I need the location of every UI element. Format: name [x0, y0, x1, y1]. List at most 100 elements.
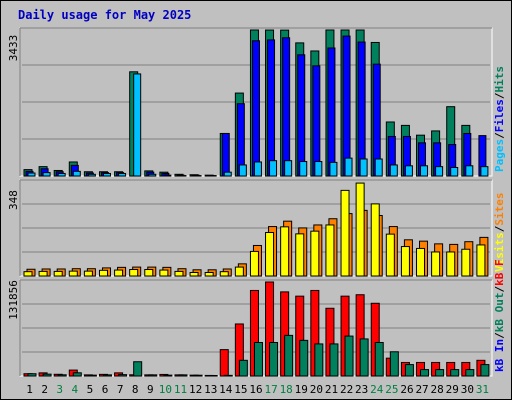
kb-out-bar — [238, 359, 248, 377]
legend: kB In/kB Out/kB F — [493, 259, 506, 372]
visits-bar — [310, 230, 320, 277]
visits-bar — [446, 251, 456, 277]
files-bar — [221, 132, 230, 177]
x-tick-label: 18 — [280, 383, 293, 396]
legend: Pages/Files/Hits — [493, 66, 506, 172]
x-tick-label: 2 — [41, 383, 48, 396]
pages-bar — [57, 172, 66, 177]
kb-out-bar — [404, 364, 414, 377]
visits-bar — [129, 269, 139, 277]
visits-bar — [53, 270, 63, 277]
visits-bar — [280, 226, 290, 277]
kb-out-bar — [480, 364, 490, 377]
kb-out-bar — [148, 374, 158, 377]
kb-out-bar — [193, 374, 203, 377]
visits-bar — [355, 182, 365, 277]
x-tick-label: 1 — [26, 383, 33, 396]
files-bar — [282, 37, 291, 177]
x-tick-label: 12 — [189, 383, 202, 396]
legend-entry: kB F — [493, 259, 506, 286]
legend: Visits/Sites — [493, 193, 506, 273]
kb-out-bar — [253, 341, 263, 377]
files-bar — [312, 65, 321, 177]
pages-bar — [133, 73, 142, 177]
pages-bar — [314, 161, 323, 177]
x-tick-label: 3 — [56, 383, 63, 396]
kb-out-bar — [118, 374, 128, 377]
kb-out-bar — [178, 374, 188, 377]
visits-bar — [476, 244, 486, 277]
x-tick-label: 8 — [132, 383, 139, 396]
pages-bar — [118, 172, 127, 177]
legend-entry: / — [493, 225, 506, 232]
visits-bar — [325, 224, 335, 277]
legend-entry: Files — [493, 99, 506, 132]
visits-bar — [83, 270, 93, 277]
visits-bar — [98, 269, 108, 277]
legend-entry: kB Out — [493, 293, 506, 333]
x-tick-label: 7 — [117, 383, 124, 396]
kb-out-bar — [87, 374, 97, 377]
kb-out-bar — [344, 335, 354, 377]
x-tick-label: 22 — [340, 383, 353, 396]
x-tick-label: 27 — [415, 383, 428, 396]
visits-bar — [144, 269, 154, 277]
pages-bar — [253, 161, 262, 177]
kb-out-bar — [42, 373, 52, 377]
legend-entry: / — [493, 92, 506, 99]
legend-entry: kB In — [493, 339, 506, 372]
legend-entry: / — [493, 132, 506, 139]
visits-bar — [295, 233, 305, 277]
visits-bar — [416, 247, 426, 277]
pages-bar — [404, 165, 413, 177]
pages-bar — [359, 158, 368, 177]
visits-bar — [385, 233, 395, 277]
visits-bar — [461, 248, 471, 277]
kb-out-bar — [299, 339, 309, 377]
chart-title: Daily usage for May 2025 — [18, 8, 192, 22]
visits-bar — [68, 270, 78, 277]
legend-entry: Hits — [493, 66, 506, 93]
pages-bar — [72, 170, 81, 177]
kb-out-bar — [374, 341, 384, 377]
pages-bar — [284, 160, 293, 177]
x-tick-label: 31 — [476, 383, 489, 396]
pages-bar — [238, 164, 247, 177]
x-tick-label: 29 — [446, 383, 459, 396]
pages-bar — [27, 172, 36, 177]
visits-bar — [159, 269, 169, 277]
visits-bar — [340, 189, 350, 277]
pages-bar — [435, 166, 444, 177]
pages-bar — [374, 158, 383, 177]
pages-bar — [420, 165, 429, 177]
legend-entry: Pages — [493, 139, 506, 172]
pages-bar — [389, 164, 398, 177]
visits-bar — [189, 271, 199, 277]
pages-bar — [480, 166, 489, 177]
x-tick-label: 28 — [431, 383, 444, 396]
kb-out-bar — [27, 373, 37, 377]
visits-bar — [114, 269, 124, 277]
x-tick-label: 6 — [102, 383, 109, 396]
kb-out-bar — [133, 361, 143, 377]
kb-out-bar — [359, 338, 369, 377]
kb-out-bar — [223, 374, 233, 377]
y-max-label: 348 — [7, 190, 20, 210]
pages-bar — [223, 171, 232, 177]
visits-bar — [249, 250, 259, 277]
legend-entry: Visits — [493, 232, 506, 272]
pages-bar — [299, 161, 308, 177]
x-tick-label: 25 — [385, 383, 398, 396]
kb-in-bar — [219, 349, 229, 377]
pages-bar — [269, 160, 278, 177]
x-tick-label: 15 — [234, 383, 247, 396]
x-tick-label: 30 — [461, 383, 474, 396]
x-tick-label: 5 — [87, 383, 94, 396]
files-bar — [267, 39, 276, 177]
visits-bar — [234, 266, 244, 277]
legend-entry: / — [493, 332, 506, 339]
kb-out-bar — [72, 372, 82, 377]
visits-bar — [265, 232, 275, 277]
kb-out-bar — [329, 343, 339, 377]
